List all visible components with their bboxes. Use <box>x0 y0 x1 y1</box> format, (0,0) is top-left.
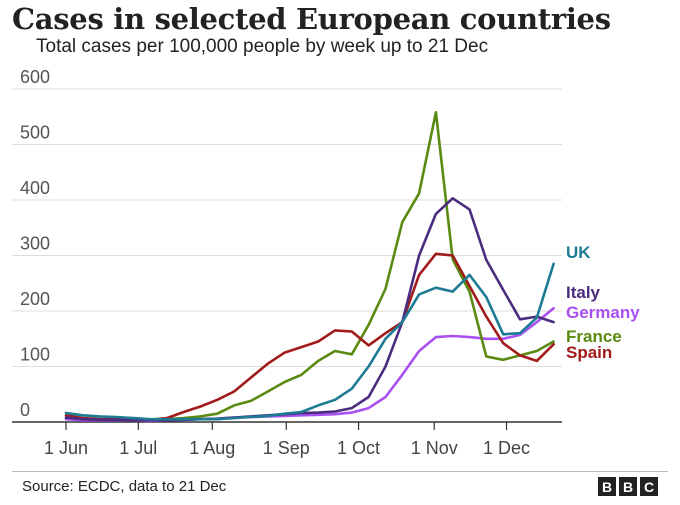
y-tick-label: 100 <box>20 345 50 365</box>
x-tick-label: 1 Nov <box>411 438 458 458</box>
y-tick-label: 500 <box>20 123 50 143</box>
y-axis-ticks: 0 100 200 300 400 500 600 <box>20 67 50 420</box>
bbc-logo-letter-b1: B <box>598 477 616 496</box>
bbc-logo-letter-b2: B <box>619 477 637 496</box>
series-lines <box>64 111 555 423</box>
y-tick-label: 400 <box>20 178 50 198</box>
x-tick-label: 1 Aug <box>189 438 235 458</box>
x-tick-label: 1 Jul <box>119 438 157 458</box>
series-label-uk: UK <box>566 243 591 262</box>
bbc-logo-letter-c: C <box>640 477 658 496</box>
series-label-germany: Germany <box>566 303 640 322</box>
x-tick-label: 1 Jun <box>44 438 88 458</box>
chart-title: Cases in selected European countries <box>12 2 611 36</box>
x-axis-ticks: 1 Jun 1 Jul 1 Aug 1 Sep 1 Oct 1 Nov 1 Dec <box>44 422 530 458</box>
series-label-france: France <box>566 327 622 346</box>
series-label-italy: Italy <box>566 283 601 302</box>
y-tick-label: 0 <box>20 400 30 420</box>
bbc-logo: B B C <box>598 477 658 496</box>
x-tick-label: 1 Sep <box>263 438 310 458</box>
y-tick-label: 600 <box>20 67 50 87</box>
series-line-uk <box>64 262 555 421</box>
x-tick-label: 1 Dec <box>483 438 530 458</box>
series-label-spain: Spain <box>566 343 612 362</box>
x-tick-label: 1 Oct <box>337 438 380 458</box>
series-line-italy <box>64 197 555 422</box>
y-tick-label: 200 <box>20 289 50 309</box>
series-line-france <box>64 111 555 422</box>
grid-lines <box>12 88 562 423</box>
source-note: Source: ECDC, data to 21 Dec <box>22 478 227 495</box>
series-line-germany <box>64 306 555 423</box>
y-tick-label: 300 <box>20 234 50 254</box>
footer-divider <box>12 471 668 472</box>
chart-subtitle: Total cases per 100,000 people by week u… <box>36 36 489 57</box>
